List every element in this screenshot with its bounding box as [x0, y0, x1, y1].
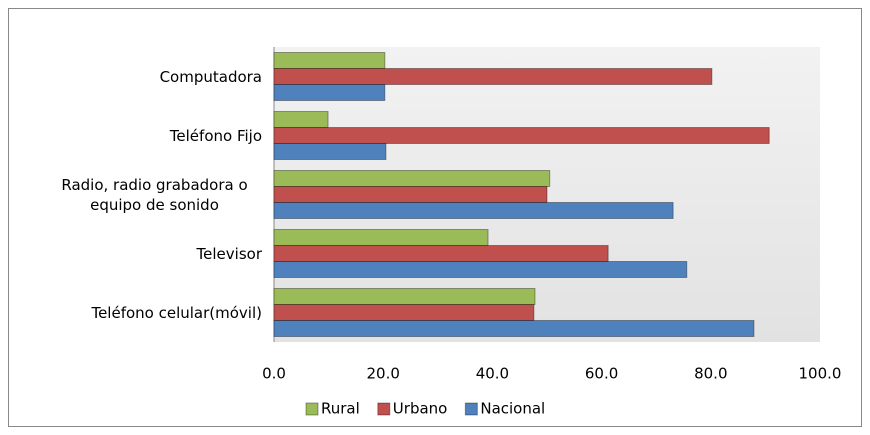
x-tick-label: 40.0 — [476, 365, 509, 383]
legend-swatch — [377, 402, 391, 416]
category-label-box: Televisor — [197, 224, 262, 283]
bar — [273, 52, 386, 69]
bar — [273, 170, 551, 187]
y-tick-label: Teléfono Fijo — [169, 126, 262, 145]
y-tick-label: Computadora — [159, 67, 262, 86]
x-tick-label: 0.0 — [262, 365, 286, 383]
x-tick-label: 100.0 — [799, 365, 842, 383]
category-label-box: Radio, radio grabadora o equipo de sonid… — [47, 165, 262, 224]
bar — [273, 84, 386, 101]
legend-label: Nacional — [480, 400, 545, 418]
x-tick-label: 20.0 — [366, 365, 399, 383]
category-label-box: Computadora — [160, 47, 262, 106]
x-tick-label: 80.0 — [694, 365, 727, 383]
bar — [273, 304, 535, 321]
bar — [273, 202, 674, 219]
legend-label: Rural — [321, 400, 360, 418]
y-tick-label: Televisor — [196, 244, 262, 263]
bar — [273, 111, 329, 128]
bar — [273, 288, 536, 305]
category-label-box: Teléfono celular(móvil) — [91, 283, 262, 342]
bar — [273, 143, 387, 160]
bar — [273, 127, 770, 144]
y-tick-label: Radio, radio grabadora o equipo de sonid… — [61, 175, 248, 214]
category-label-box: Teléfono Fijo — [170, 106, 262, 165]
bar — [273, 320, 755, 337]
bar — [273, 229, 489, 246]
bar — [273, 186, 548, 203]
legend-swatch — [305, 402, 319, 416]
legend-swatch — [464, 402, 478, 416]
legend-label: Urbano — [393, 400, 448, 418]
bar — [273, 245, 609, 262]
bar — [273, 261, 688, 278]
x-tick-label: 60.0 — [585, 365, 618, 383]
bar — [273, 68, 713, 85]
y-tick-label: Teléfono celular(móvil) — [91, 303, 262, 322]
